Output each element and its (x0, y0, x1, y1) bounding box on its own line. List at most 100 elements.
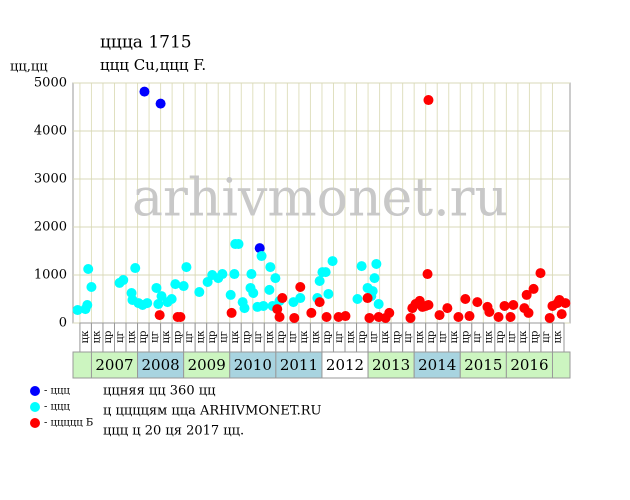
year-cell (321, 351, 369, 379)
year-cell (459, 351, 507, 379)
column-label: цк (230, 330, 241, 343)
column-label: цг (288, 331, 299, 343)
column-label: цг (507, 331, 518, 343)
point (340, 311, 351, 322)
column-label: цк (161, 330, 172, 343)
column-label: цк (311, 330, 322, 343)
point (82, 300, 93, 310)
point (295, 293, 306, 304)
point (556, 309, 567, 320)
column-label: цк (449, 330, 460, 343)
point (155, 98, 166, 109)
point (166, 294, 177, 304)
point (314, 276, 325, 286)
point (142, 298, 153, 309)
point (508, 300, 519, 310)
chart-title: ццца 1715 (100, 33, 192, 53)
point (327, 256, 338, 267)
y-tick-label: 0 (59, 316, 67, 331)
point (453, 312, 464, 322)
point (314, 297, 325, 308)
column-label: цк (414, 330, 425, 343)
point (442, 303, 453, 314)
column-label: цк (518, 330, 529, 343)
point (423, 300, 434, 310)
year-cell (505, 351, 553, 379)
point (528, 283, 539, 294)
note: ц ццццям цца ARHIVMONET.RU (103, 404, 322, 419)
column-label: цг (149, 331, 160, 343)
point (405, 312, 416, 323)
point (423, 95, 434, 106)
column-label: цр (391, 331, 402, 344)
year-label: 2011 (280, 356, 318, 374)
watermark: arhivmonet.ru (132, 169, 508, 229)
point (217, 269, 228, 280)
y-axis-label: цц,цц (10, 60, 48, 75)
y-tick-label: 4000 (34, 124, 67, 139)
column-label: цр (276, 331, 287, 344)
year-cell (183, 351, 231, 379)
point (505, 312, 516, 322)
column-label: цг (253, 331, 264, 343)
point (535, 268, 546, 279)
point (371, 258, 382, 269)
note: ццняя цц 360 цц (103, 384, 215, 399)
point (521, 289, 532, 300)
y-tick-label: 5000 (34, 76, 67, 91)
point (356, 261, 367, 272)
point (225, 289, 236, 300)
column-label: цг (218, 331, 229, 343)
point (560, 298, 571, 309)
point (264, 284, 275, 295)
year-cell (413, 351, 461, 379)
point (118, 275, 129, 286)
column-label: цк (299, 330, 310, 343)
column-label: цр (461, 331, 472, 344)
column-label: цк (195, 330, 206, 343)
point (194, 287, 205, 298)
point (460, 294, 471, 304)
column-label: цк (126, 330, 137, 343)
point (323, 288, 334, 299)
legend-label: - ццццц Б (44, 418, 93, 429)
column-label: цр (530, 331, 541, 344)
column-label: цг (334, 331, 345, 343)
point (484, 306, 495, 317)
year-label: 2015 (464, 356, 502, 374)
y-tick-label: 3000 (34, 172, 67, 187)
column-label: цр (242, 331, 253, 344)
point (306, 307, 317, 318)
year-label: 2007 (95, 356, 133, 374)
point (254, 243, 265, 254)
column-label: цг (472, 331, 483, 343)
column-label: цр (172, 331, 183, 344)
year-label: 2016 (510, 356, 548, 374)
point (499, 300, 510, 311)
point (272, 304, 283, 315)
point (472, 297, 483, 308)
point (233, 239, 244, 250)
point (256, 251, 267, 262)
point (226, 307, 237, 318)
column-label: цг (115, 331, 126, 343)
point (369, 273, 380, 284)
year-label: 2012 (326, 356, 364, 374)
point (320, 267, 331, 278)
point (270, 273, 281, 284)
point (434, 310, 445, 321)
point (229, 269, 240, 280)
column-label: цр (207, 331, 218, 344)
column-label: цк (265, 330, 276, 343)
point (289, 312, 300, 323)
point (295, 282, 306, 292)
year-label: 2014 (418, 356, 456, 374)
column-label: цк (80, 330, 91, 343)
point (130, 263, 141, 274)
column-label: цг (368, 331, 379, 343)
year-cell (90, 351, 139, 379)
column-label: цг (184, 331, 195, 343)
legend-swatch (30, 386, 40, 396)
column-label: цр (426, 331, 437, 344)
point (364, 312, 375, 323)
